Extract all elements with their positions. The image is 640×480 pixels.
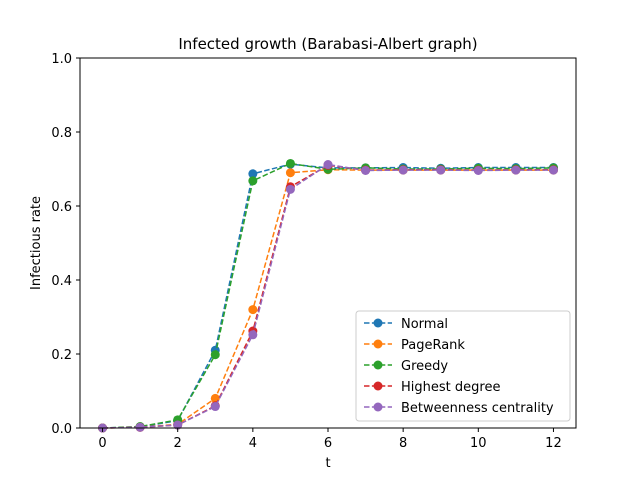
y-tick-label: 0.4 (51, 274, 72, 289)
x-tick-label: 4 (249, 436, 257, 451)
data-point (248, 176, 258, 186)
y-tick-label: 0.0 (51, 422, 72, 437)
legend-label: Greedy (401, 359, 448, 374)
legend-marker (373, 381, 383, 391)
legend-label: Highest degree (401, 380, 500, 395)
legend-label: PageRank (401, 338, 465, 353)
x-tick-label: 2 (174, 436, 182, 451)
data-point (173, 420, 183, 430)
y-tick-label: 0.6 (51, 200, 72, 215)
x-tick-label: 8 (399, 436, 407, 451)
data-point (285, 184, 295, 194)
data-point (285, 168, 295, 178)
legend-marker (373, 318, 383, 328)
plot-area (98, 158, 558, 433)
legend-box (355, 310, 571, 422)
axis-ticks: 0 2 4 6 8 10 12 0.0 0.2 0.4 0.6 0.8 1.0 (51, 52, 561, 451)
data-point (436, 165, 446, 175)
legend-label: Betweenness centrality (401, 401, 554, 416)
x-tick-label: 6 (324, 436, 332, 451)
data-point (511, 165, 521, 175)
legend: Normal PageRank Greedy Highest degree Betwee… (355, 310, 571, 422)
x-tick-label: 10 (470, 436, 487, 451)
legend-label: Normal (401, 317, 448, 332)
chart-title: Infected growth (Barabasi-Albert graph) (178, 35, 477, 53)
data-point (248, 169, 258, 179)
data-point (210, 350, 220, 360)
y-tick-label: 0.2 (51, 348, 72, 363)
data-point (323, 160, 333, 170)
legend-marker (373, 339, 383, 349)
data-point (548, 165, 558, 175)
data-point (248, 305, 258, 315)
y-tick-label: 0.8 (51, 126, 72, 141)
legend-marker (373, 360, 383, 370)
x-tick-label: 12 (545, 436, 562, 451)
data-point (135, 422, 145, 432)
plot-frame (79, 57, 577, 429)
y-axis-label: Infectious rate (29, 196, 44, 290)
legend-marker (373, 402, 383, 412)
y-tick-label: 1.0 (51, 52, 72, 67)
data-point (210, 402, 220, 412)
data-point (398, 165, 408, 175)
series-betweenness-centrality (98, 160, 558, 433)
x-tick-label: 0 (98, 436, 106, 451)
data-point (361, 165, 371, 175)
data-point (248, 330, 258, 340)
data-point (285, 158, 295, 168)
data-point (473, 165, 483, 175)
x-axis-label: t (325, 456, 330, 471)
